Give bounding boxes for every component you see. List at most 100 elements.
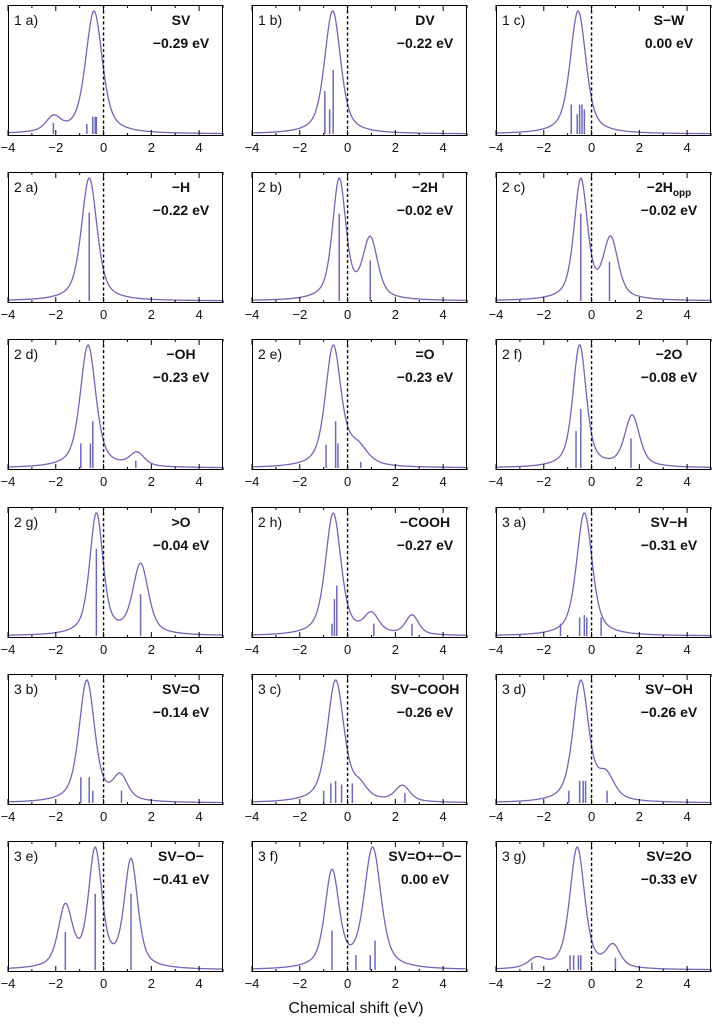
spectrum-panel: −4 −2 0 2 4 1 c) S−W 0.00 eV [489,5,712,155]
panel-label: 2 c) [502,179,525,195]
x-tick-label: 2 [392,307,399,322]
spectrum-curve [251,177,468,302]
x-tick-label: 4 [439,474,446,489]
x-tick-label: 2 [148,809,155,824]
panel-label: 3 f) [258,848,278,864]
x-tick-label: −4 [489,307,504,322]
panel-title: −2Hopp [647,179,691,199]
x-tick-label: −4 [489,809,504,824]
panel-energy: −0.23 eV [153,369,210,385]
panel-label: 1 a) [14,12,38,28]
panel-title: SV=2O [646,848,692,864]
panel-frame [252,507,467,638]
x-tick-label: 0 [100,642,107,657]
spectrum-panel: −4 −2 0 2 4 3 g) SV=2O −0.33 eV [489,841,712,991]
spectrum-curve [495,10,712,135]
panel-frame [252,841,467,972]
panel-title: −H [172,179,190,195]
x-tick-label: 2 [636,307,643,322]
x-tick-label: 2 [392,809,399,824]
spectrum-panel: −4 −2 0 2 4 2 a) −H −0.22 eV [1,172,224,322]
x-tick-label: 2 [148,976,155,991]
panel-energy: −0.26 eV [641,704,698,720]
spectrum-panel: −4 −2 0 2 4 3 a) SV−H −0.31 eV [489,507,712,657]
x-tick-label: 0 [100,474,107,489]
x-tick-label: −4 [245,307,260,322]
panel-label: 3 e) [14,848,38,864]
x-tick-label: 4 [195,307,202,322]
panel-title: −2H [412,179,438,195]
spectrum-curve [251,10,468,135]
spectrum-panel: −4 −2 0 2 4 3 e) SV−O− −0.41 eV [1,841,224,991]
panel-title: SV=O [162,681,200,697]
panel-energy: −0.22 eV [153,202,210,218]
panel-frame [8,5,223,136]
spectrum-curve [7,512,224,636]
panel-frame [496,172,711,303]
panel-label: 3 a) [502,514,526,530]
panel-energy: −0.14 eV [153,704,210,720]
panel-title: −OH [166,346,195,362]
spectrum-curve [495,845,712,971]
x-tick-label: 4 [439,809,446,824]
panel-label: 1 c) [502,12,525,28]
x-tick-label: 4 [195,474,202,489]
panel-label: 3 b) [14,681,38,697]
panel-frame [252,339,467,470]
spectrum-curve [7,679,224,804]
x-tick-label: 0 [588,474,595,489]
spectrum-panel: −4 −2 0 2 4 2 e) =O −0.23 eV [245,339,468,489]
panel-frame [8,674,223,805]
x-tick-label: 4 [195,809,202,824]
x-tick-label: −2 [536,307,551,322]
x-tick-label: 0 [100,809,107,824]
panel-frame [8,339,223,470]
spectrum-panel: −4 −2 0 2 4 3 b) SV=O −0.14 eV [1,674,224,824]
spectrum-panel: −4 −2 0 2 4 2 b) −2H −0.02 eV [245,172,468,322]
panel-title: S−W [654,12,686,28]
panel-frame [8,507,223,638]
panel-label: 2 b) [258,179,282,195]
x-tick-label: −2 [48,976,63,991]
x-tick-label: 4 [683,474,690,489]
panel-energy: −0.04 eV [153,537,210,553]
x-tick-label: 4 [195,976,202,991]
x-tick-label: 2 [636,809,643,824]
x-tick-label: −2 [48,140,63,155]
x-tick-label: 2 [636,976,643,991]
panel-title: −2O [656,346,683,362]
panel-title: SV=O+−O− [388,848,461,864]
x-tick-label: 4 [683,140,690,155]
panel-title: SV [172,12,191,28]
spectrum-panel: −4 −2 0 2 4 2 g) >O −0.04 eV [1,507,224,657]
panel-frame [496,841,711,972]
panel-energy: −0.41 eV [153,871,210,887]
panel-energy: 0.00 eV [645,35,694,51]
panel-energy: −0.26 eV [397,704,454,720]
x-tick-label: 0 [588,140,595,155]
x-tick-label: −2 [48,307,63,322]
x-tick-label: 0 [588,809,595,824]
x-tick-label: 4 [683,307,690,322]
x-tick-label: 2 [636,140,643,155]
x-tick-label: 2 [392,474,399,489]
spectrum-curve [495,176,712,302]
x-tick-label: 0 [344,140,351,155]
x-tick-label: 2 [148,642,155,657]
spectrum-panel: −4 −2 0 2 4 1 a) SV −0.29 eV [1,5,224,155]
panel-frame [8,841,223,972]
panel-frame [252,674,467,805]
spectrum-panel: −4 −2 0 2 4 3 f) SV=O+−O− 0.00 eV [245,841,468,991]
x-tick-label: −4 [1,976,16,991]
panel-energy: −0.31 eV [641,537,698,553]
x-tick-label: −2 [292,642,307,657]
panel-energy: −0.23 eV [397,369,454,385]
panel-title: SV−H [651,514,688,530]
spectrum-curve [7,344,224,469]
x-tick-label: 2 [148,140,155,155]
spectrum-curve [251,512,468,636]
panel-frame [252,5,467,136]
panel-title: SV−O− [158,848,204,864]
x-tick-label: 2 [636,642,643,657]
panel-title: DV [415,12,435,28]
